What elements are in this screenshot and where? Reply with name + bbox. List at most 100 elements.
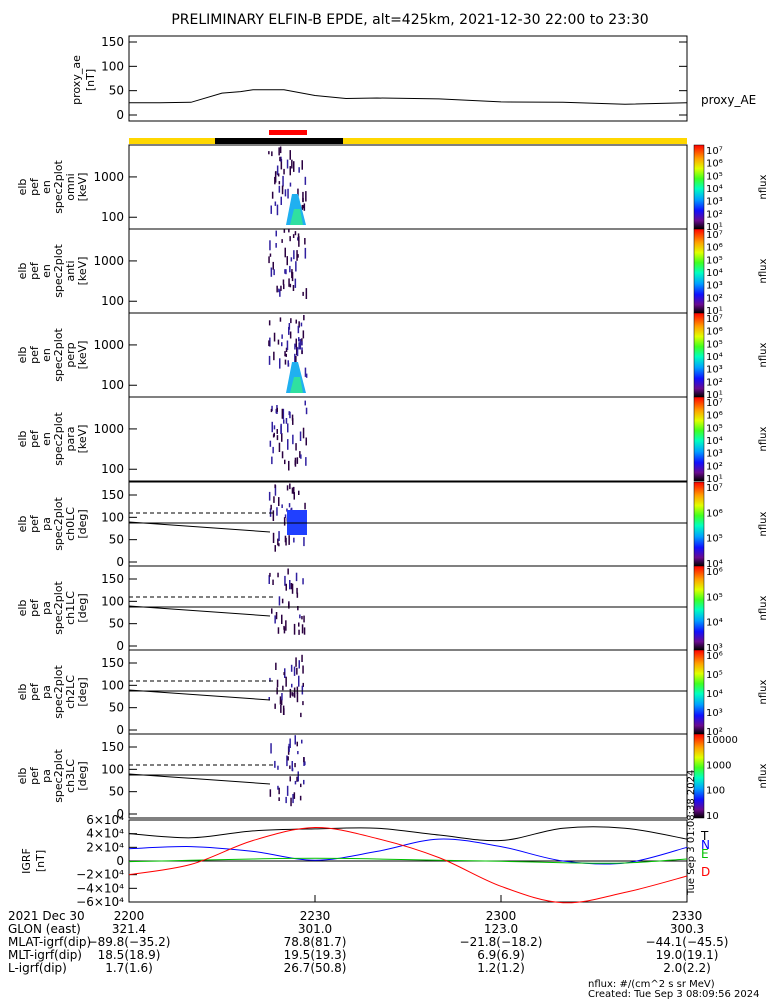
spec-pixel bbox=[274, 760, 276, 768]
colorbar-label: 10³ bbox=[706, 197, 723, 208]
spec-pixel bbox=[302, 701, 304, 706]
spec-pixel bbox=[284, 269, 286, 274]
spec-pixel bbox=[282, 685, 284, 691]
spec-pixel bbox=[299, 451, 301, 458]
spec-pixel bbox=[293, 250, 295, 260]
spec-pixel bbox=[270, 504, 272, 510]
spec-pixel bbox=[295, 356, 297, 364]
igrf-series-D bbox=[128, 826, 688, 904]
spec-pixel bbox=[297, 771, 299, 782]
colorbar-label: 10⁴ bbox=[706, 559, 723, 570]
spec-pixel bbox=[285, 583, 287, 591]
spec-pixel bbox=[293, 792, 296, 799]
colorbar bbox=[693, 144, 705, 230]
colorbar-label: 10⁵ bbox=[706, 171, 723, 182]
spec-pixel bbox=[281, 334, 283, 339]
spec-pixel bbox=[284, 247, 286, 258]
colorbar-label: 10² bbox=[706, 461, 723, 472]
pa-spectrogram-pixels bbox=[269, 735, 306, 807]
spec-pixel bbox=[268, 355, 271, 365]
spec-pixel bbox=[302, 197, 304, 203]
spec-pixel bbox=[278, 181, 281, 185]
ytick-label: 100 bbox=[101, 462, 124, 476]
colorbar-label: 10⁵ bbox=[706, 670, 723, 681]
pa-ylabel: [deg] bbox=[76, 761, 89, 790]
ephem-cell: 321.4 bbox=[112, 922, 146, 936]
spec-pixel bbox=[278, 185, 281, 193]
spec-ylabel: anti bbox=[64, 260, 77, 281]
spec-pixel bbox=[273, 332, 276, 342]
spec-pixel bbox=[296, 776, 298, 782]
spec-pixel bbox=[278, 147, 280, 156]
spec-pixel bbox=[290, 797, 292, 807]
spec-pixel bbox=[285, 269, 287, 275]
ae-ytick-label: 50 bbox=[109, 84, 124, 98]
ytick-label: 50 bbox=[109, 617, 124, 631]
spec-pixel bbox=[278, 543, 280, 547]
spec-ylabel: pef bbox=[28, 261, 41, 280]
pa-frame bbox=[128, 565, 688, 651]
spec-pixel bbox=[295, 261, 297, 272]
spec-pixel bbox=[287, 568, 289, 575]
spec-pixel bbox=[274, 703, 276, 709]
colorbar-label: 10⁶ bbox=[706, 327, 723, 338]
spec-pixel bbox=[269, 572, 271, 577]
spec-pixel bbox=[276, 679, 279, 688]
spec-pixel bbox=[304, 247, 307, 259]
colorbar-label: 10⁵ bbox=[706, 255, 723, 266]
spec-pixel bbox=[289, 738, 291, 748]
spec-pixel bbox=[293, 492, 295, 500]
spec-pixel bbox=[268, 575, 270, 584]
spec-pixel bbox=[286, 340, 289, 350]
colorbar-title: nflux bbox=[758, 426, 769, 451]
spec-pixel bbox=[293, 161, 295, 172]
spec-panel-1: elb pef en spec2plot anti [keV] 100010010⁷10⁶1… bbox=[16, 228, 769, 317]
footer-created: Created: Tue Sep 3 08:09:56 2024 bbox=[588, 989, 760, 1000]
spec-pixel bbox=[281, 504, 283, 508]
spec-pixel bbox=[269, 440, 272, 447]
spec-pixel bbox=[291, 683, 293, 688]
spec-pixel bbox=[284, 575, 286, 586]
spec-pixel bbox=[303, 757, 305, 763]
xtick-label: 2200 bbox=[114, 909, 145, 923]
spec-ylabel: spec2plot bbox=[52, 244, 65, 298]
spec-pixel bbox=[280, 196, 282, 205]
ytick-label: 100 bbox=[101, 594, 124, 608]
spectrogram-panels: elb pef en spec2plot omni [keV] 100010010⁷10⁶1… bbox=[16, 144, 769, 822]
pa-ylabel: pef bbox=[28, 682, 41, 701]
pa-ylabel: [deg] bbox=[76, 509, 89, 538]
spec-pixel bbox=[297, 751, 299, 755]
spec-pixel bbox=[296, 686, 299, 694]
ytick-label: 150 bbox=[101, 488, 124, 502]
spec-pixel bbox=[268, 320, 271, 326]
spec-pixel bbox=[281, 408, 284, 419]
pa-frame bbox=[128, 481, 688, 567]
spec-pixel bbox=[305, 288, 308, 299]
ae-ytick-label: 0 bbox=[116, 108, 124, 122]
spec-pixel bbox=[284, 514, 287, 518]
colorbar bbox=[693, 733, 705, 819]
igrf-ytick-label: −4×10⁴ bbox=[76, 881, 124, 895]
spec-pixel bbox=[289, 150, 291, 160]
colorbar-label: 10⁵ bbox=[706, 592, 723, 603]
spec-pixel bbox=[288, 278, 290, 287]
spec-pixel bbox=[302, 578, 304, 585]
colorbar-label: 10⁴ bbox=[706, 618, 723, 629]
ytick-label: 100 bbox=[101, 210, 124, 224]
spec-pixel bbox=[296, 347, 299, 357]
ae-ytick-label: 100 bbox=[101, 59, 124, 73]
spec-pixel bbox=[275, 230, 277, 237]
spec-pixel bbox=[299, 338, 302, 350]
spec-pixel bbox=[270, 205, 272, 214]
x-axis-ticks: 2200 2230 2300 2330 bbox=[114, 895, 702, 923]
colorbar-label: 10⁷ bbox=[706, 314, 723, 325]
spec-pixel bbox=[271, 151, 273, 157]
spec-pixel bbox=[285, 353, 287, 357]
spec-pixel bbox=[281, 239, 283, 243]
spec-pixel bbox=[286, 755, 288, 767]
colorbar-label: 1000 bbox=[706, 760, 731, 771]
spec-pixel bbox=[292, 418, 294, 425]
pa-ylabel: elb bbox=[16, 516, 29, 533]
